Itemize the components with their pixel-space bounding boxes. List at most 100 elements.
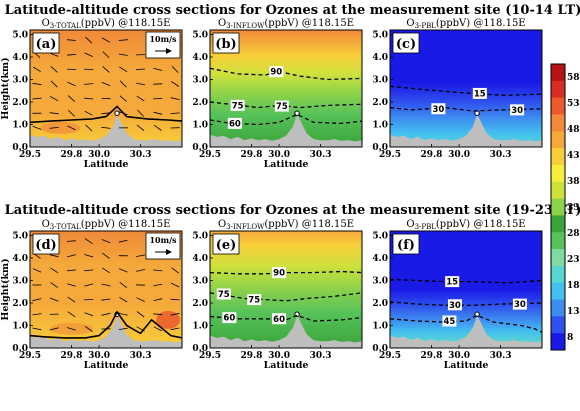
wind-vector-d-48 — [153, 326, 162, 332]
wind-vector-a-7 — [49, 127, 59, 129]
colorbar-segment-5 — [551, 148, 565, 166]
xlabel-a: Latitude — [84, 159, 129, 170]
contour-label-e-0: 90 — [273, 269, 285, 279]
wind-vector-d-36 — [118, 313, 128, 316]
wind-vector-a-8 — [49, 112, 59, 115]
ytick-label-e-5: 5.0 — [192, 232, 208, 242]
panel-letter-box-e — [212, 233, 240, 255]
panel-letter-a: (a) — [36, 37, 57, 52]
contour-line-f-1 — [389, 301, 543, 306]
wind-vector-d-58 — [171, 267, 179, 274]
xlabel-f: Latitude — [444, 360, 489, 371]
wind-vector-d-50 — [153, 298, 163, 301]
wind-vector-d-11 — [50, 267, 59, 274]
colorbar-tick-8: 48 — [567, 125, 580, 135]
ytick-label-c-3: 3.0 — [372, 76, 388, 86]
colorbar-tick-5: 33 — [567, 203, 580, 213]
wind-vector-d-57 — [170, 282, 180, 288]
colorbar-segment-1 — [551, 80, 565, 99]
ytick-label-d-2: 2.0 — [12, 299, 28, 309]
wind-vector-d-35 — [118, 327, 128, 330]
xtick-label-d-0: 29.5 — [19, 351, 41, 361]
contour-line-b-3 — [209, 113, 363, 126]
wind-vector-d-22 — [84, 312, 94, 317]
colorbar-frame — [550, 63, 566, 351]
xtick-label-c-3: 30.3 — [490, 150, 512, 160]
contour-label-e-1: 75 — [218, 290, 230, 300]
wind-vector-a-22 — [84, 110, 93, 116]
wind-vector-d-2 — [32, 298, 42, 302]
wind-vector-a-25 — [84, 68, 94, 70]
contour-label-b-0: 90 — [270, 68, 282, 78]
colorbar-tick-9: 53 — [567, 99, 580, 109]
colorbar-tick-1: 13 — [567, 307, 580, 317]
pbl-line-d — [29, 310, 183, 339]
contour-label-bg-e-3 — [222, 312, 237, 324]
wind-vector-a-58 — [171, 65, 179, 73]
xtick-label-f-2: 30.0 — [448, 351, 470, 361]
wind-vector-d-21 — [84, 325, 93, 332]
wind-vector-d-47 — [136, 254, 146, 257]
ytick-label-d-5: 5.0 — [12, 232, 28, 242]
contour-label-f-3: 45 — [443, 317, 455, 327]
wind-vector-d-32 — [101, 267, 111, 274]
contour-label-e-3: 60 — [223, 314, 235, 324]
xtick-label-f-1: 29.8 — [420, 351, 442, 361]
ytick-label-a-4: 4.0 — [12, 53, 28, 63]
terrain-f — [390, 315, 542, 348]
ytick-label-f-3: 3.0 — [372, 277, 388, 287]
wind-vector-a-56 — [170, 97, 180, 100]
terrain-a — [30, 114, 182, 147]
xtick-label-c-1: 29.8 — [420, 150, 442, 160]
contour-label-bg-c-2 — [510, 104, 525, 116]
wind-scale-label-d: 10m/s — [149, 235, 177, 245]
ytick-label-c-5: 5.0 — [372, 31, 388, 41]
panel-title-f: O3-PBL(ppbV) @118.15E — [406, 219, 525, 231]
wind-vector-a-34 — [101, 37, 111, 43]
panel-letter-c: (c) — [396, 37, 416, 52]
colorbar-tick-4: 28 — [567, 229, 580, 239]
wind-vector-a-50 — [153, 98, 163, 100]
wind-vector-d-10 — [50, 282, 59, 288]
xtick-label-b-3: 30.3 — [310, 150, 332, 160]
xtick-label-e-0: 29.5 — [199, 351, 221, 361]
ytick-label-f-0: 0.0 — [372, 344, 388, 354]
contour-label-bg-e-1 — [216, 288, 231, 300]
contour-label-c-2: 30 — [511, 106, 523, 116]
contour-line-c-0 — [389, 85, 543, 96]
ytick-label-d-4: 4.0 — [12, 254, 28, 264]
wind-vector-a-36 — [118, 111, 128, 116]
ytick-label-a-3: 3.0 — [12, 76, 28, 86]
xlabel-b: Latitude — [264, 159, 309, 170]
contour-label-f-0: 15 — [446, 278, 458, 288]
frame-c — [389, 29, 543, 148]
contour-label-f-1: 30 — [449, 301, 461, 311]
wind-vector-d-29 — [101, 312, 111, 316]
wind-vector-d-54 — [170, 327, 180, 331]
wind-vector-d-23 — [84, 299, 94, 301]
panel-b: O3-INFLOW(ppbV) @118.15E 90 75 75 60 (b) 0.0 1.… — [192, 18, 363, 170]
wind-vector-d-20 — [66, 240, 76, 242]
contour-line-f-3 — [389, 314, 543, 333]
wind-scale-label-a: 10m/s — [149, 34, 177, 44]
contour-label-b-1: 75 — [232, 101, 244, 111]
terrain-b — [210, 114, 362, 147]
panel-letter-d: (d) — [35, 238, 56, 253]
wind-vector-a-44 — [136, 95, 145, 102]
wind-vector-a-31 — [101, 81, 111, 87]
ytick-label-c-2: 2.0 — [372, 98, 388, 108]
colorbar-segment-8 — [551, 198, 565, 216]
panel-letter-box-c — [392, 32, 420, 54]
contour-label-b-3: 60 — [229, 119, 241, 129]
xtick-label-a-0: 29.5 — [19, 150, 41, 160]
wind-vector-a-14 — [67, 125, 76, 131]
ytick-label-c-1: 1.0 — [372, 121, 388, 131]
ytick-label-c-0: 0.0 — [372, 143, 388, 153]
wind-vector-a-9 — [50, 96, 59, 102]
pbl-line-a — [29, 105, 183, 124]
contour-line-f-0 — [389, 278, 543, 284]
wind-vector-a-37 — [119, 95, 127, 102]
ytick-label-f-5: 5.0 — [372, 232, 388, 242]
contour-label-c-1: 30 — [432, 105, 444, 115]
